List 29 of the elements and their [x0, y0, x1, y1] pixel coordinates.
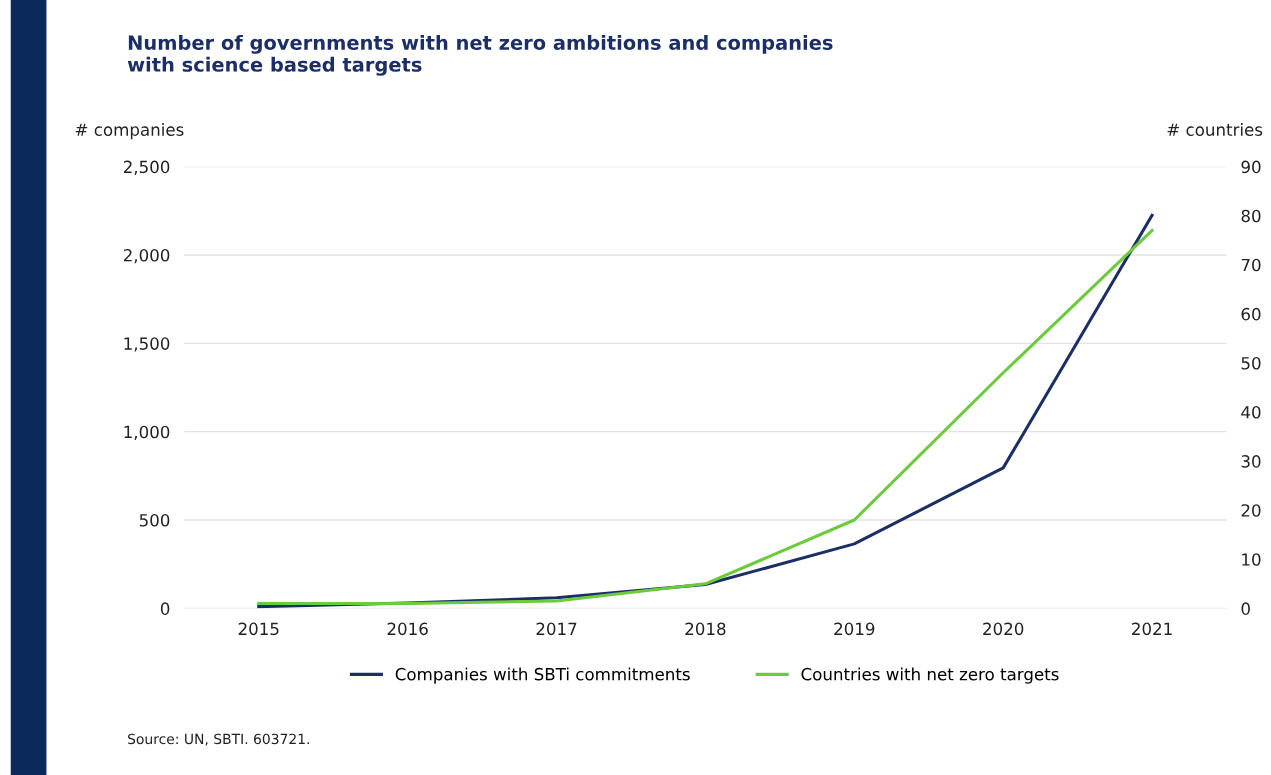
legend-label: Countries with net zero targets	[801, 667, 1059, 684]
y2-tick-label: 60	[1241, 307, 1261, 321]
x-tick-label: 2018	[685, 622, 726, 636]
y2-tick-label: 40	[1241, 406, 1261, 419]
y2-tick-label: 30	[1241, 455, 1261, 468]
x-tick-label: 2020	[983, 622, 1024, 636]
source-note: Source: UN, SBTI. 603721.	[128, 733, 309, 746]
y-tick-label: 2,500	[123, 160, 170, 175]
x-tick-label: 2019	[834, 622, 875, 636]
y-axis-title: # companies	[75, 123, 184, 140]
legend-label: Companies with SBTi commitments	[395, 667, 690, 684]
y-tick-label: 1,000	[124, 425, 170, 440]
x-tick-label: 2021	[1132, 622, 1172, 636]
y2-axis-title: # countries	[1167, 123, 1263, 136]
x-tick-label: 2017	[536, 622, 577, 636]
y-tick-label: 0	[160, 602, 170, 615]
y2-tick-label: 70	[1241, 258, 1261, 272]
y-tick-label: 500	[139, 513, 170, 527]
x-tick-label: 2015	[238, 622, 279, 636]
y2-tick-label: 50	[1241, 356, 1261, 370]
y2-tick-label: 10	[1242, 553, 1261, 566]
chart-title: Number of governments with net zero ambitions and companies with science based targets	[127, 34, 833, 76]
y2-tick-label: 90	[1241, 160, 1261, 174]
y2-tick-label: 80	[1241, 209, 1261, 223]
x-tick-label: 2016	[387, 622, 428, 636]
y2-tick-label: 0	[1241, 602, 1250, 615]
y-tick-label: 2,000	[123, 248, 170, 264]
y-tick-label: 1,500	[124, 337, 170, 352]
y2-tick-label: 20	[1241, 504, 1261, 517]
